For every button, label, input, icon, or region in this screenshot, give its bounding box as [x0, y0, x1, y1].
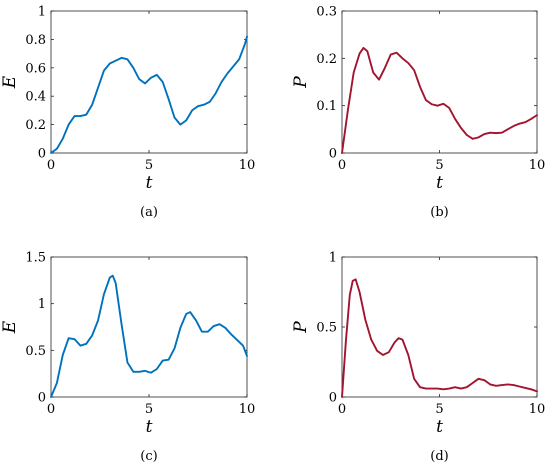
- panel-caption-a: (a): [140, 205, 158, 220]
- y-tick-label: 0.3: [316, 5, 337, 20]
- x-axis-label: t: [436, 173, 443, 193]
- x-tick-label: 10: [529, 158, 546, 173]
- y-tick-label: 0.5: [25, 344, 46, 359]
- axes-box-d: [341, 256, 538, 398]
- plot-panel-d: 0 5 10 0 0.5 1 t P (d): [291, 251, 545, 465]
- y-tick-label: 0: [38, 147, 46, 162]
- y-tick-label: 1: [38, 5, 46, 20]
- panel-caption-d: (d): [430, 449, 448, 464]
- y-tick-label: 0: [329, 147, 337, 162]
- y-tick-label: 0.2: [25, 118, 46, 133]
- y-tick-label: 0: [329, 391, 337, 406]
- x-tick-label: 0: [47, 158, 55, 173]
- y-tick-label: 0.2: [316, 52, 337, 67]
- plot-panel-a: 0 5 10 0 0.2 0.4 0.6 0.8 1 t E (a): [0, 5, 255, 221]
- x-tick-label: 10: [239, 402, 256, 417]
- y-tick-label: 1: [329, 251, 337, 266]
- y-axis-label: P: [291, 321, 311, 334]
- x-axis-label: t: [436, 417, 443, 437]
- x-tick-label: 10: [239, 158, 256, 173]
- data-series-c: [50, 274, 248, 398]
- axes-box-b: [341, 10, 538, 154]
- y-tick-label: 0.5: [316, 321, 337, 336]
- x-axis-label: t: [146, 173, 153, 193]
- y-tick-label: 0.8: [25, 33, 46, 48]
- y-tick-label: 0.4: [25, 90, 46, 105]
- y-tick-label: 0.1: [316, 99, 337, 114]
- x-tick-label: 0: [338, 402, 346, 417]
- y-tick-label: 1: [38, 297, 46, 312]
- y-axis-label: E: [0, 320, 20, 334]
- panel-caption-c: (c): [140, 449, 157, 464]
- data-series-b: [341, 46, 538, 154]
- data-series-d: [341, 278, 538, 398]
- y-tick-label: 1.5: [25, 251, 46, 266]
- plot-panel-b: 0 5 10 0 0.1 0.2 0.3 t P (b): [291, 5, 545, 221]
- data-series-a: [50, 35, 248, 154]
- y-axis-label: P: [291, 76, 311, 89]
- x-tick-label: 0: [47, 402, 55, 417]
- x-axis-label: t: [146, 417, 153, 437]
- panel-caption-b: (b): [430, 205, 448, 220]
- x-tick-label: 5: [145, 402, 153, 417]
- x-tick-label: 10: [529, 402, 546, 417]
- plot-panel-c: 0 5 10 0 0.5 1 1.5 t E (c): [0, 251, 255, 465]
- axes-box-a: [50, 10, 248, 154]
- x-tick-label: 5: [435, 402, 443, 417]
- x-tick-label: 5: [145, 158, 153, 173]
- axes-box-c: [50, 256, 248, 398]
- y-tick-label: 0: [38, 391, 46, 406]
- y-tick-label: 0.6: [25, 61, 46, 76]
- y-axis-label: E: [0, 75, 20, 89]
- x-tick-label: 5: [435, 158, 443, 173]
- x-tick-label: 0: [338, 158, 346, 173]
